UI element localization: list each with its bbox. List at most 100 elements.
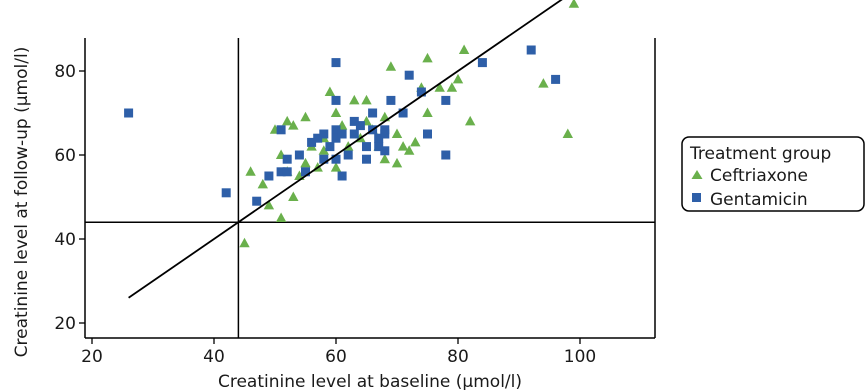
point-ceftriaxone — [422, 52, 433, 63]
point-gentamicin — [307, 137, 317, 147]
point-ceftriaxone — [385, 61, 397, 71]
legend: Treatment group Ceftriaxone Gentamicin — [681, 136, 865, 212]
point-gentamicin — [441, 95, 451, 105]
legend-label-ceftriaxone: Ceftriaxone — [710, 166, 808, 186]
point-ceftriaxone — [568, 0, 580, 8]
point-ceftriaxone — [397, 141, 409, 151]
point-gentamicin — [398, 108, 408, 118]
point-ceftriaxone — [422, 107, 433, 117]
point-ceftriaxone — [452, 73, 464, 84]
x-tick-label: 40 — [203, 347, 225, 367]
point-gentamicin — [386, 95, 396, 105]
point-ceftriaxone — [391, 128, 403, 138]
point-gentamicin — [526, 45, 536, 55]
point-gentamicin — [276, 167, 286, 177]
point-gentamicin — [362, 142, 371, 152]
point-ceftriaxone — [391, 157, 403, 168]
point-gentamicin — [380, 146, 390, 156]
point-gentamicin — [325, 142, 335, 152]
point-ceftriaxone — [349, 94, 360, 105]
point-gentamicin — [264, 171, 274, 181]
point-gentamicin — [343, 150, 353, 160]
data-points — [124, 0, 580, 248]
point-gentamicin — [423, 129, 432, 139]
point-gentamicin — [374, 142, 384, 152]
point-gentamicin — [331, 95, 341, 105]
y-axis-title: Creatinine level at follow-up (μmol/l) — [12, 47, 32, 358]
x-tick-label: 100 — [564, 347, 596, 367]
legend-box — [681, 136, 865, 212]
point-ceftriaxone — [257, 178, 268, 189]
point-gentamicin — [404, 70, 414, 80]
point-gentamicin — [374, 133, 384, 143]
point-ceftriaxone — [300, 157, 311, 168]
y-tick-label: 20 — [54, 314, 76, 334]
point-gentamicin — [282, 167, 292, 177]
point-ceftriaxone — [324, 86, 336, 96]
point-gentamicin — [368, 108, 378, 118]
point-ceftriaxone — [446, 82, 458, 92]
point-ceftriaxone — [330, 162, 342, 172]
regression-line-layer — [128, 0, 563, 299]
point-gentamicin — [319, 129, 329, 139]
point-ceftriaxone — [318, 145, 329, 155]
axes-layer — [84, 38, 656, 339]
point-ceftriaxone — [288, 120, 299, 130]
point-gentamicin — [221, 188, 231, 198]
y-tick-label: 80 — [54, 62, 76, 82]
legend-title: Treatment group — [689, 144, 831, 164]
point-ceftriaxone — [404, 145, 415, 155]
legend-label-gentamicin: Gentamicin — [710, 190, 808, 210]
point-ceftriaxone — [410, 136, 421, 147]
point-ceftriaxone — [275, 212, 287, 222]
point-gentamicin — [319, 154, 329, 164]
x-tick-label: 80 — [447, 347, 469, 367]
point-gentamicin — [331, 58, 341, 68]
point-gentamicin — [282, 154, 292, 164]
point-gentamicin — [349, 129, 359, 139]
point-ceftriaxone — [434, 82, 445, 92]
point-gentamicin — [337, 171, 347, 181]
point-ceftriaxone — [562, 128, 573, 138]
point-gentamicin — [313, 133, 323, 143]
x-tick-label: 60 — [325, 347, 347, 367]
x-axis-title: Creatinine level at baseline (μmol/l) — [218, 372, 522, 390]
x-tick-label: 20 — [81, 347, 103, 367]
point-gentamicin — [331, 133, 341, 143]
point-ceftriaxone — [300, 111, 311, 122]
point-gentamicin — [294, 150, 304, 160]
point-ceftriaxone — [245, 166, 256, 176]
point-gentamicin — [349, 116, 359, 126]
regression-line — [128, 0, 563, 299]
point-ceftriaxone — [361, 94, 372, 105]
point-gentamicin — [252, 196, 262, 206]
y-tick-label: 40 — [54, 230, 76, 250]
legend-marker-ceftriaxone — [691, 170, 703, 179]
point-gentamicin — [331, 125, 341, 135]
reference-lines — [85, 38, 655, 338]
point-ceftriaxone — [263, 199, 275, 210]
y-tick-label: 60 — [54, 146, 76, 166]
point-gentamicin — [477, 58, 487, 68]
point-ceftriaxone — [458, 44, 470, 54]
point-gentamicin — [124, 108, 134, 118]
point-ceftriaxone — [379, 153, 390, 164]
point-gentamicin — [355, 121, 365, 131]
point-gentamicin — [337, 129, 347, 139]
point-ceftriaxone — [465, 115, 476, 126]
point-gentamicin — [551, 74, 561, 84]
point-gentamicin — [301, 167, 310, 177]
legend-marker-gentamicin — [692, 193, 701, 202]
point-gentamicin — [276, 125, 286, 135]
point-gentamicin — [380, 129, 390, 139]
point-gentamicin — [441, 150, 451, 160]
point-ceftriaxone — [239, 237, 250, 248]
tick-labels: 2040608010020406080100 — [54, 62, 596, 367]
point-gentamicin — [362, 154, 371, 164]
point-ceftriaxone — [330, 107, 342, 117]
point-ceftriaxone — [282, 115, 293, 126]
point-gentamicin — [416, 87, 426, 97]
point-ceftriaxone — [288, 191, 299, 201]
point-gentamicin — [331, 154, 341, 164]
